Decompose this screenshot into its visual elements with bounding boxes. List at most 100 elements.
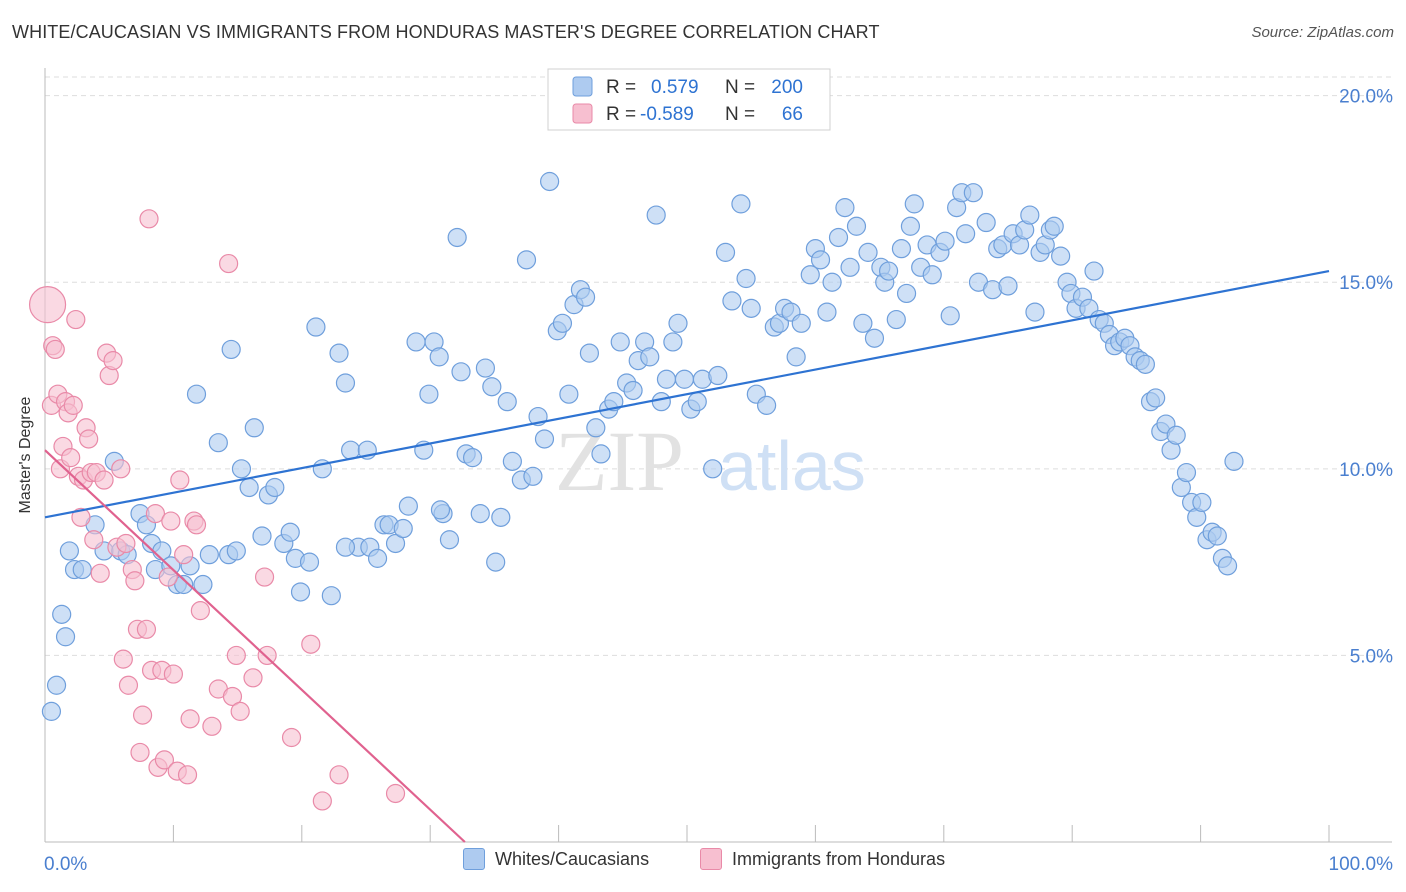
point-whites (817, 302, 837, 322)
point-whites (575, 287, 596, 307)
point-whites (199, 545, 219, 565)
point-whites (335, 373, 356, 393)
watermark-zip: ZIP (555, 413, 684, 509)
x-tick-label-min: 0.0% (44, 854, 87, 875)
point-honduras (186, 515, 207, 535)
point-whites (800, 265, 820, 285)
bottom-legend: Whites/Caucasians Immigrants from Hondur… (0, 848, 1406, 880)
point-whites (878, 261, 899, 281)
y-tick-label: 20.0% (1339, 87, 1393, 108)
point-honduras (301, 634, 321, 654)
point-whites (963, 183, 983, 203)
point-whites (674, 369, 695, 389)
point-honduras (163, 664, 183, 684)
point-whites (502, 451, 522, 471)
point-honduras (329, 765, 349, 785)
point-honduras (312, 791, 332, 811)
trend-line-whites (44, 269, 1330, 519)
point-whites (385, 533, 406, 554)
point-whites (722, 291, 742, 311)
point-whites (976, 212, 996, 233)
point-whites (475, 358, 496, 378)
point-whites (335, 537, 356, 557)
point-honduras (222, 686, 243, 707)
source-note: Source: ZipAtlas.com (1251, 24, 1394, 41)
point-honduras (28, 286, 67, 324)
watermark: ZIP atlas (555, 413, 866, 509)
point-whites (559, 384, 579, 404)
point-whites (430, 500, 451, 520)
point-whites (321, 586, 341, 606)
point-whites (922, 265, 942, 285)
point-honduras (136, 619, 157, 639)
legend-r-value-1: -0.589 (640, 104, 694, 125)
point-honduras (190, 601, 210, 621)
point-whites (244, 418, 264, 438)
data-points (28, 171, 1244, 811)
point-whites (663, 332, 683, 352)
point-whites (1224, 451, 1244, 471)
point-whites (516, 250, 537, 270)
point-whites (462, 448, 483, 468)
point-whites (891, 239, 912, 259)
point-whites (835, 198, 855, 218)
point-whites (306, 317, 326, 337)
y-tick-label: 15.0% (1339, 273, 1393, 294)
point-honduras (154, 750, 175, 770)
point-whites (840, 257, 860, 277)
point-whites (439, 530, 460, 550)
point-whites (329, 343, 349, 363)
point-honduras (125, 571, 145, 591)
legend-r-label-1: R = (606, 104, 636, 125)
point-whites (552, 313, 573, 333)
point-honduras (180, 709, 200, 729)
point-whites (858, 242, 878, 262)
point-whites (586, 418, 606, 438)
point-whites (208, 433, 228, 453)
point-whites (864, 328, 885, 348)
point-whites (822, 272, 842, 292)
point-honduras (202, 716, 222, 736)
point-honduras (145, 504, 166, 524)
point-whites (1166, 425, 1186, 445)
point-whites (1020, 205, 1040, 225)
point-honduras (84, 530, 104, 550)
point-whites (1146, 388, 1166, 408)
point-whites (956, 224, 976, 244)
point-whites (280, 522, 300, 542)
point-honduras (385, 783, 406, 804)
point-honduras (219, 253, 239, 274)
y-tick-label: 5.0% (1350, 646, 1393, 667)
point-honduras (230, 701, 250, 721)
legend-item-honduras: Immigrants from Honduras (700, 848, 945, 870)
point-honduras (139, 209, 159, 229)
point-whites (221, 339, 241, 360)
point-honduras (45, 339, 65, 360)
chart-title: WHITE/CAUCASIAN VS IMMIGRANTS FROM HONDU… (12, 22, 880, 42)
legend-r-value-0: 0.579 (651, 77, 699, 98)
point-whites (741, 298, 761, 318)
point-whites (398, 496, 418, 516)
point-whites (265, 477, 285, 498)
point-whites (290, 582, 311, 602)
point-whites (470, 504, 490, 524)
point-honduras (132, 705, 153, 725)
point-honduras (174, 545, 194, 565)
point-whites (1176, 462, 1197, 483)
x-tick-labels: 0.0% 100.0% (44, 854, 1393, 875)
point-whites (523, 466, 543, 486)
point-honduras (170, 470, 190, 490)
point-whites (646, 205, 666, 225)
legend-swatch-honduras (572, 103, 593, 124)
point-whites (186, 384, 207, 404)
point-whites (623, 380, 643, 401)
point-honduras (118, 675, 139, 695)
point-whites (1217, 556, 1238, 576)
legend-label-honduras: Immigrants from Honduras (732, 848, 946, 869)
point-whites (731, 194, 751, 214)
point-whites (610, 332, 630, 352)
point-whites (656, 369, 677, 389)
point-whites (226, 541, 246, 561)
point-whites (231, 459, 252, 479)
